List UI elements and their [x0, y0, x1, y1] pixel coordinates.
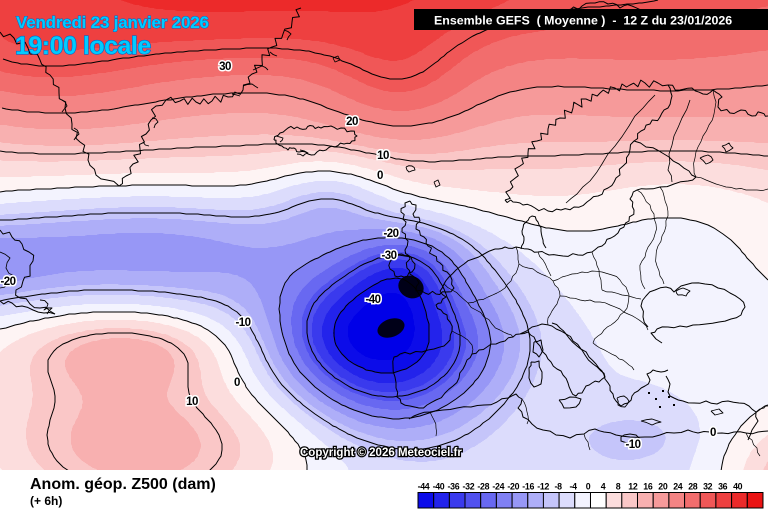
- svg-text:4: 4: [601, 482, 606, 492]
- svg-text:20: 20: [658, 482, 668, 492]
- svg-text:0: 0: [586, 482, 591, 492]
- svg-text:Copyright © 2026 Meteociel.fr: Copyright © 2026 Meteociel.fr: [300, 447, 462, 459]
- svg-text:-10: -10: [235, 317, 250, 329]
- svg-text:-40: -40: [365, 294, 380, 306]
- svg-text:-36: -36: [447, 482, 459, 492]
- svg-text:(+ 6h): (+ 6h): [30, 494, 62, 508]
- svg-text:Ensemble GEFS ( Moyenne ) -: Ensemble GEFS ( Moyenne ) - 12 Z du 23/0…: [434, 14, 732, 28]
- svg-text:24: 24: [673, 482, 683, 492]
- svg-text:0: 0: [234, 377, 240, 389]
- svg-text:-28: -28: [477, 482, 489, 492]
- svg-text:-20: -20: [0, 276, 15, 288]
- svg-text:28: 28: [688, 482, 698, 492]
- svg-text:-20: -20: [383, 228, 398, 240]
- svg-text:32: 32: [703, 482, 713, 492]
- svg-text:16: 16: [643, 482, 653, 492]
- svg-text:36: 36: [718, 482, 728, 492]
- svg-text:10: 10: [377, 150, 389, 162]
- svg-text:30: 30: [219, 61, 231, 73]
- svg-text:20: 20: [346, 116, 358, 128]
- svg-text:-10: -10: [625, 439, 640, 451]
- svg-text:8: 8: [616, 482, 621, 492]
- svg-text:-40: -40: [433, 482, 445, 492]
- svg-text:-32: -32: [462, 482, 474, 492]
- svg-text:10: 10: [186, 396, 198, 408]
- svg-text:Anom. géop. Z500 (dam): Anom. géop. Z500 (dam): [30, 476, 216, 493]
- svg-text:19:00 locale: 19:00 locale: [15, 32, 151, 60]
- svg-text:12: 12: [628, 482, 638, 492]
- svg-text:Vendredi 23 janvier 2026: Vendredi 23 janvier 2026: [16, 13, 209, 32]
- svg-text:0: 0: [377, 170, 383, 182]
- svg-text:0: 0: [710, 427, 716, 439]
- svg-text:-16: -16: [522, 482, 534, 492]
- svg-text:-30: -30: [381, 250, 396, 262]
- svg-text:-4: -4: [569, 482, 577, 492]
- svg-text:-20: -20: [507, 482, 519, 492]
- svg-text:-8: -8: [554, 482, 562, 492]
- svg-text:-44: -44: [418, 482, 430, 492]
- svg-text:40: 40: [733, 482, 743, 492]
- svg-text:-24: -24: [492, 482, 504, 492]
- svg-text:-12: -12: [537, 482, 549, 492]
